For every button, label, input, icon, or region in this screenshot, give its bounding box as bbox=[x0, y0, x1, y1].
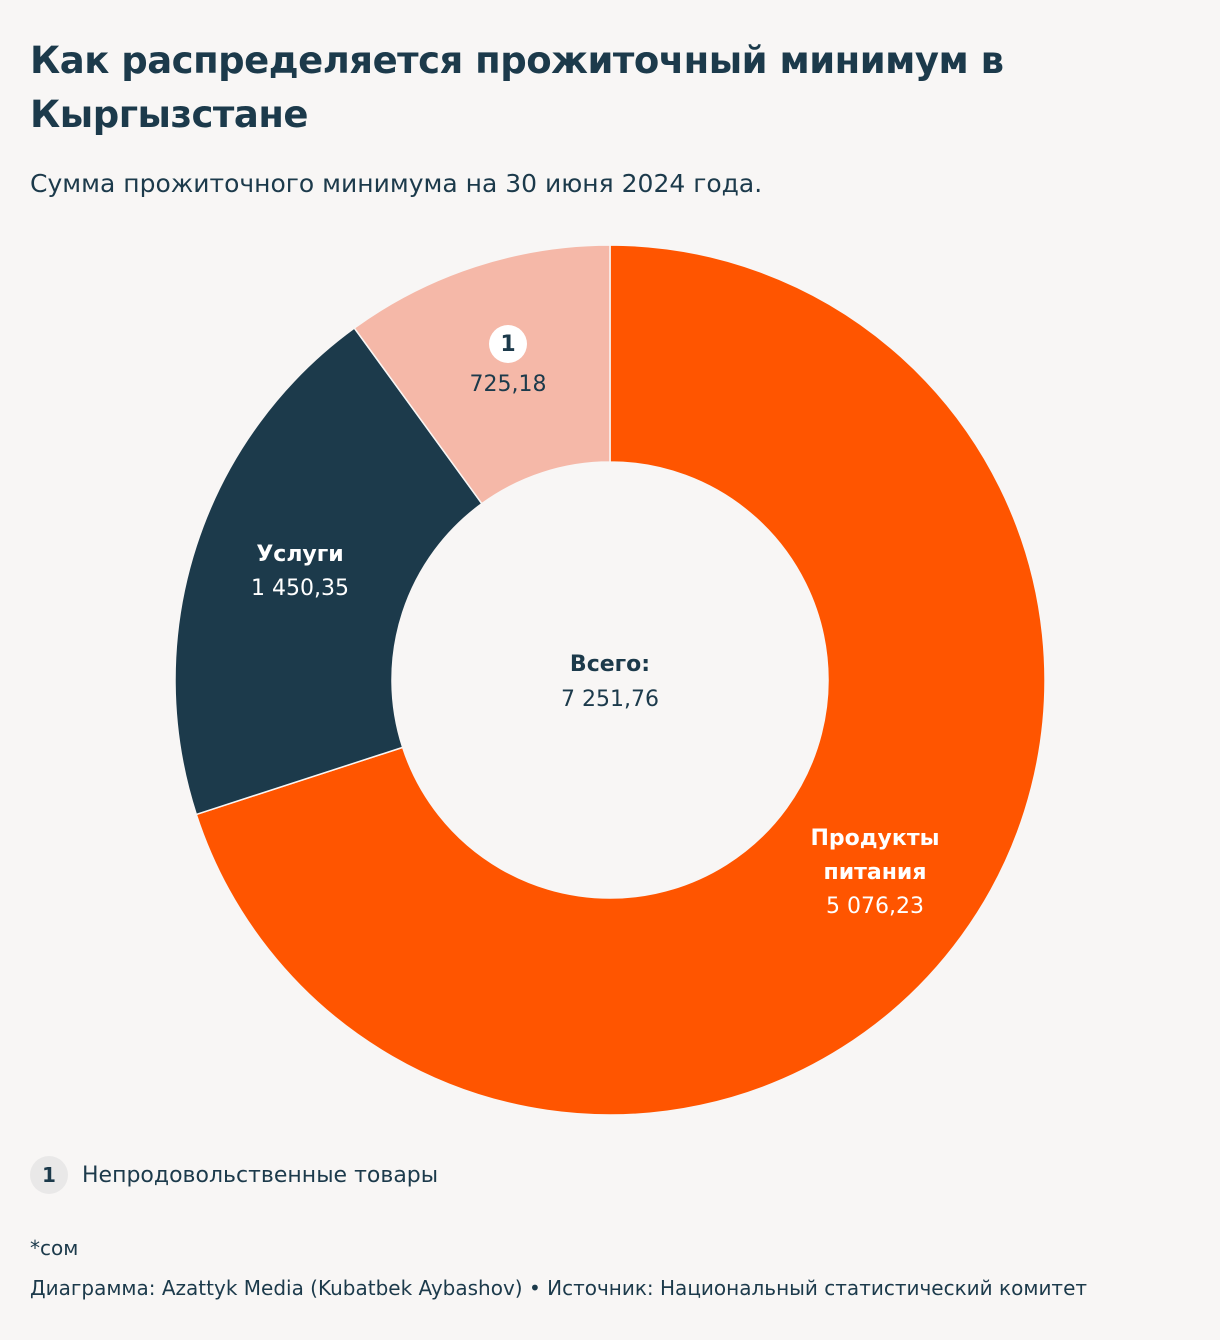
slice-name-line: Услуги bbox=[256, 542, 343, 567]
slice-name-line: питания bbox=[824, 860, 927, 885]
donut-slice-2 bbox=[353, 244, 611, 505]
credit-line: Диаграмма: Azattyk Media (Kubatbek Aybas… bbox=[30, 1276, 1088, 1300]
legend: 1 Непродовольственные товары bbox=[30, 1156, 438, 1194]
slice-value: 5 076,23 bbox=[826, 894, 924, 919]
slice-marker-text: 1 bbox=[500, 332, 515, 357]
slice-label-2: 1 725,18 bbox=[470, 325, 547, 397]
slice-label-1: Услуги 1 450,35 bbox=[251, 542, 349, 601]
donut-slice-1 bbox=[174, 327, 483, 816]
slice-name-line: Продукты bbox=[811, 826, 940, 851]
slice-marker-circle bbox=[489, 325, 527, 363]
slice-value: 1 450,35 bbox=[251, 576, 349, 601]
donut-slice-0 bbox=[195, 244, 1046, 1116]
slice-value: 725,18 bbox=[470, 372, 547, 397]
center-value: 7 251,76 bbox=[561, 687, 659, 712]
center-label: Всего: bbox=[570, 652, 650, 677]
chart-subtitle: Сумма прожиточного минимума на 30 июня 2… bbox=[30, 169, 763, 198]
legend-marker: 1 bbox=[30, 1156, 68, 1194]
slice-label-0: Продукты питания 5 076,23 bbox=[811, 826, 940, 919]
donut-chart: Продукты питания 5 076,23 Услуги 1 450,35 1 72… bbox=[174, 244, 1046, 1116]
legend-label: Непродовольственные товары bbox=[82, 1162, 439, 1188]
unit-note: *сом bbox=[30, 1236, 79, 1260]
chart-title: Как распределяется прожиточный минимум в… bbox=[30, 39, 1004, 136]
